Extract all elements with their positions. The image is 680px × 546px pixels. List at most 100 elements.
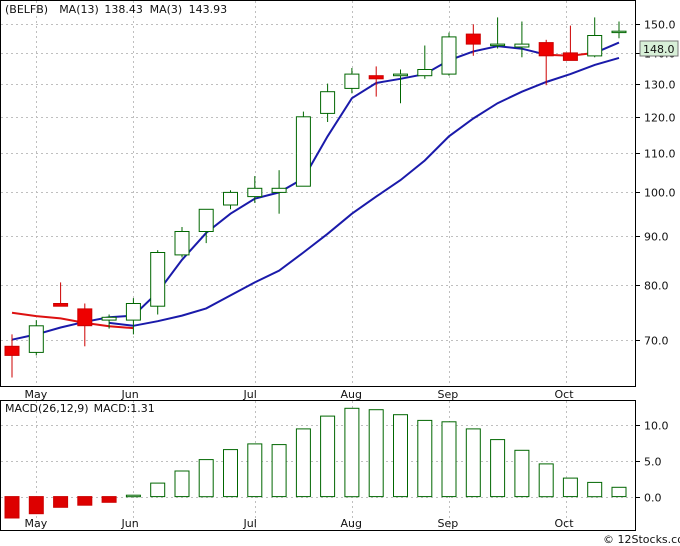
price-legend-item: (BELFB): [5, 3, 48, 16]
macd-bar: [417, 419, 433, 498]
macd-bar: [393, 414, 408, 498]
price-tick-label: 100.0: [644, 187, 676, 200]
candle-body: [465, 33, 481, 45]
candle-body: [538, 42, 554, 57]
macd-bar: [514, 449, 530, 498]
candle-body: [174, 231, 190, 256]
candle: [441, 32, 457, 76]
macd-bar: [587, 481, 603, 498]
macd-month-label: Sep: [438, 517, 459, 530]
macd-bar: [223, 449, 238, 498]
macd-bar: [368, 409, 384, 498]
candle-body: [393, 73, 408, 77]
macd-bar: [150, 482, 166, 498]
candle-body: [417, 69, 433, 77]
candle-body: [77, 308, 93, 327]
macd-bar: [562, 477, 578, 498]
last-price-label: 148.0: [643, 43, 675, 56]
candle-body: [368, 75, 384, 80]
candle: [393, 69, 408, 104]
candle-body: [514, 43, 530, 48]
macd-bar: [101, 496, 117, 503]
candle-body: [101, 316, 117, 321]
macd-month-label: Jul: [243, 517, 257, 530]
price-tick-label: 70.0: [644, 335, 669, 348]
candle-body: [295, 116, 311, 187]
price-month-label: May: [25, 388, 48, 401]
candle-body: [125, 303, 141, 321]
macd-bar: [465, 428, 481, 498]
macd-legend: MACD(26,12,9) MACD:1.31: [5, 402, 155, 415]
candle: [77, 303, 93, 347]
candle-body: [587, 35, 603, 57]
price-tick-label: 130.0: [644, 79, 676, 92]
candle-body: [271, 187, 287, 193]
candle: [174, 227, 190, 258]
candle: [514, 21, 530, 58]
candles: [4, 17, 627, 378]
price-tick-label: 120.0: [644, 112, 676, 125]
macd-bar: [125, 494, 141, 498]
candle-body: [53, 303, 69, 307]
footer-credit: © 12Stocks.com: [603, 533, 680, 546]
price-legend-item: 143.93: [189, 3, 228, 16]
price-legend-item: MA(13): [59, 3, 99, 16]
candle-body: [247, 187, 263, 198]
price-tick-label: 110.0: [644, 148, 676, 161]
ma-red-segment: [11, 311, 134, 330]
candle: [4, 334, 20, 378]
candle-body: [344, 73, 360, 89]
price-axis: 70.080.090.0100.0110.0120.0130.0140.0150…: [635, 19, 676, 348]
price-tick-label: 80.0: [644, 280, 669, 293]
candle: [465, 24, 481, 56]
candle: [198, 208, 214, 244]
candle: [611, 21, 627, 39]
candle-body: [28, 325, 44, 353]
candle: [150, 250, 166, 315]
macd-axis: 0.0 5.0 10.0: [635, 420, 669, 505]
price-month-label: Sep: [438, 388, 459, 401]
candle: [125, 298, 141, 335]
macd-month-label: May: [25, 517, 48, 530]
macd-bar: [53, 496, 69, 508]
macd-legend-item: MACD:1.31: [94, 402, 155, 415]
candle: [247, 176, 263, 203]
macd-bars: [4, 407, 627, 519]
macd-x-labels: May Jun Jul Aug Sep Oct: [25, 517, 575, 530]
macd-tick-label: 10.0: [644, 420, 669, 433]
price-legend-item: 138.43: [104, 3, 142, 16]
last-price-box: [639, 40, 679, 57]
macd-legend-item: MACD(26,12,9): [5, 402, 89, 415]
macd-bar: [28, 496, 44, 515]
candle: [101, 314, 117, 329]
macd-bar: [247, 443, 263, 498]
price-tick-label: 150.0: [644, 19, 676, 32]
candle-body: [150, 252, 166, 307]
candle: [587, 17, 603, 58]
macd-panel-frame: [0, 400, 636, 531]
macd-month-label: Oct: [555, 517, 575, 530]
macd-month-label: Aug: [341, 517, 362, 530]
macd-month-label: Jun: [121, 517, 139, 530]
candle: [271, 170, 287, 214]
macd-bar: [174, 470, 190, 498]
candle: [368, 66, 384, 97]
price-legend-item: MA(3): [150, 3, 183, 16]
candle-body: [490, 43, 506, 47]
macd-bar: [538, 463, 554, 498]
price-legend: (BELFB) MA(13) 138.43 MA(3) 143.93: [5, 3, 227, 16]
candle: [562, 25, 578, 61]
price-x-labels: May Jun Jul Aug Sep Oct: [25, 388, 575, 401]
candle-body: [441, 36, 457, 75]
candle: [417, 45, 433, 79]
macd-bar: [4, 496, 20, 519]
candle: [295, 111, 311, 187]
macd-bar: [77, 496, 93, 506]
candle: [344, 68, 360, 94]
price-month-label: Oct: [555, 388, 575, 401]
candle: [320, 83, 336, 122]
macd-bar: [441, 421, 457, 498]
candle: [223, 190, 238, 210]
ma3-line: [108, 56, 620, 327]
